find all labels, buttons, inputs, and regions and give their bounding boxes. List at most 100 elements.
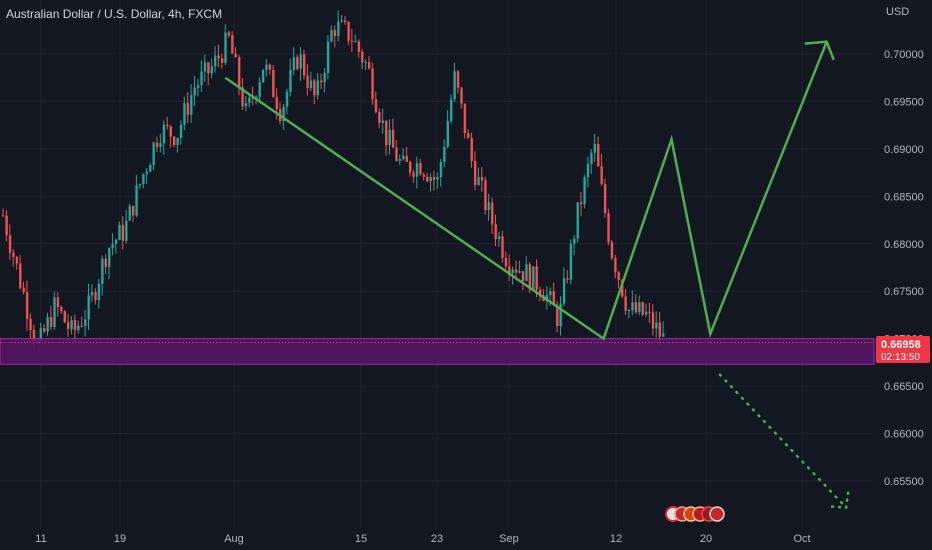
projection-lines — [224, 40, 850, 509]
candle-body — [173, 136, 176, 146]
candle-body — [398, 159, 402, 162]
candle-body — [395, 147, 398, 162]
candle-body — [234, 53, 237, 58]
candle-body — [590, 152, 593, 164]
candle-body — [651, 312, 655, 329]
candle-body — [84, 319, 87, 326]
candle-body — [378, 112, 381, 123]
candle-body — [316, 80, 320, 96]
candle-body — [597, 143, 600, 167]
candle-body — [275, 97, 278, 110]
candle-body — [70, 320, 73, 329]
candle-body — [467, 133, 470, 139]
price-tick-label: 0.67500 — [884, 286, 924, 298]
candle-body — [491, 202, 494, 225]
candle-body — [487, 202, 491, 211]
candle-body — [535, 266, 538, 290]
candle-body — [90, 292, 94, 296]
candle-body — [480, 176, 484, 181]
price-tick-label: 0.66500 — [884, 381, 924, 393]
candle-body — [374, 99, 378, 113]
candle-body — [583, 177, 586, 205]
event-icons[interactable] — [665, 506, 725, 522]
candle-body — [32, 330, 36, 342]
price-tick-label: 0.65500 — [884, 476, 924, 488]
candle-body — [367, 62, 371, 69]
candle-body — [477, 176, 480, 185]
candle-body — [371, 68, 374, 100]
projection-path — [224, 41, 828, 341]
time-tick-label: 15 — [355, 533, 367, 545]
candle-body — [179, 124, 183, 138]
candle-body — [456, 71, 460, 88]
candle-body — [207, 62, 210, 74]
candle-body — [549, 291, 552, 295]
candle-body — [350, 40, 354, 42]
candle-body — [306, 75, 309, 88]
candle-body — [196, 85, 200, 88]
price-tag: 0.66958 02:13:50 — [876, 336, 930, 363]
candle-body — [29, 318, 32, 331]
candle-body — [323, 72, 326, 83]
candle-body — [111, 243, 114, 249]
candle-body — [176, 137, 179, 146]
candle-body — [258, 82, 261, 97]
candle-body — [593, 143, 597, 153]
candle-body — [648, 311, 651, 313]
candle-body — [309, 80, 313, 88]
candle-body — [203, 62, 207, 72]
current-price-label: 0.66958 — [881, 339, 921, 351]
candle-body — [19, 263, 22, 288]
candle-body — [552, 291, 556, 306]
candle-body — [607, 213, 610, 243]
candle-body — [586, 163, 590, 178]
candle-body — [658, 322, 662, 337]
candle-body — [169, 126, 172, 137]
time-tick-label: 23 — [431, 533, 443, 545]
support-zone[interactable] — [0, 338, 875, 365]
event-icon[interactable] — [709, 506, 725, 522]
candle-body — [655, 322, 658, 329]
candle-body — [87, 295, 90, 320]
candle-body — [220, 58, 224, 64]
candle-body — [641, 302, 644, 315]
time-tick-label: 12 — [610, 533, 622, 545]
candle-body — [313, 80, 316, 96]
candle-body — [285, 91, 289, 107]
candle-body — [385, 120, 388, 146]
candle-body — [515, 269, 518, 273]
candlestick-series — [2, 10, 665, 349]
candle-body — [453, 71, 456, 100]
candle-body — [579, 202, 583, 205]
candle-body — [320, 80, 323, 83]
candle-body — [504, 258, 508, 267]
candle-body — [22, 287, 25, 293]
candle-body — [525, 264, 528, 281]
grid-lines — [0, 0, 872, 528]
candle-body — [183, 103, 186, 125]
candle-body — [114, 239, 118, 244]
candle-body — [559, 303, 562, 327]
time-tick-label: 11 — [35, 533, 46, 545]
candle-body — [53, 297, 56, 328]
candle-body — [77, 325, 80, 331]
candle-body — [624, 296, 627, 311]
candle-body — [446, 120, 449, 147]
candle-body — [12, 252, 15, 257]
candle-body — [46, 317, 49, 332]
candle-body — [296, 57, 299, 69]
time-tick-label: 20 — [700, 533, 712, 545]
price-tick-label: 0.69000 — [884, 144, 924, 156]
candle-body — [272, 69, 275, 98]
candle-body — [330, 30, 333, 42]
time-axis[interactable]: 11 19 Aug 15 23 Sep 12 20 Oct — [35, 533, 810, 545]
price-tick-label: 0.69500 — [884, 96, 924, 108]
candle-body — [388, 129, 391, 146]
support-zone-rect[interactable] — [0, 338, 875, 365]
bearish-dotted-path — [718, 373, 848, 509]
candle-body — [101, 258, 104, 284]
candle-body — [439, 161, 443, 177]
price-tick-label: 0.68000 — [884, 239, 924, 251]
candle-body — [538, 289, 542, 296]
